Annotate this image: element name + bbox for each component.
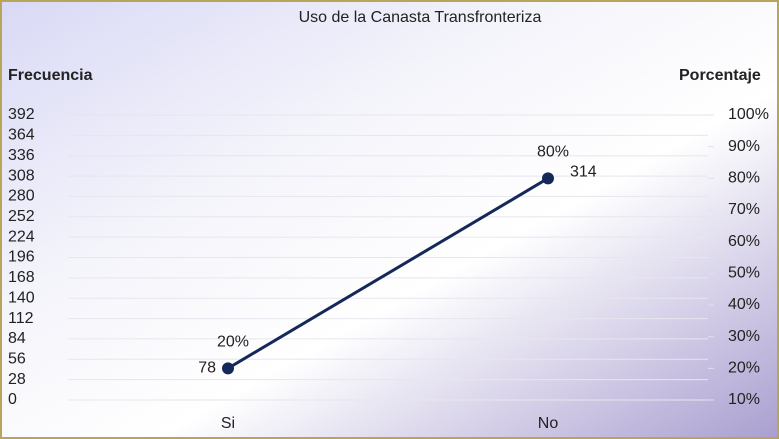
y-tick-label: 364 bbox=[8, 127, 35, 144]
y-axis-label: Frecuencia bbox=[8, 67, 93, 84]
y2-tick-label: 100% bbox=[728, 106, 769, 123]
y2-axis-label: Porcentaje bbox=[679, 67, 761, 84]
y2-tick-label: 70% bbox=[728, 201, 760, 218]
value-label: 20% bbox=[217, 334, 249, 351]
y-tick-label: 280 bbox=[8, 188, 35, 205]
y-tick-label: 0 bbox=[8, 391, 17, 408]
y-tick-label: 140 bbox=[8, 289, 35, 306]
y2-tick-label: 10% bbox=[728, 391, 760, 408]
y2-tick-label: 60% bbox=[728, 233, 760, 250]
y-tick-label: 168 bbox=[8, 269, 35, 286]
y-tick-label: 56 bbox=[8, 351, 26, 368]
x-tick-label: Si bbox=[221, 415, 235, 432]
point bbox=[542, 172, 554, 185]
point bbox=[222, 362, 234, 375]
x-tick-label: No bbox=[538, 415, 559, 432]
y-tick-label: 196 bbox=[8, 249, 35, 266]
y-tick-label: 336 bbox=[8, 147, 35, 164]
line bbox=[227, 177, 549, 370]
y2-tick-label: 50% bbox=[728, 265, 760, 282]
frequency-label: 314 bbox=[570, 164, 597, 181]
y2-tick-label: 90% bbox=[728, 138, 760, 155]
y-tick-label: 84 bbox=[8, 330, 26, 347]
y-tick-label: 252 bbox=[8, 208, 35, 225]
y2-tick-label: 30% bbox=[728, 328, 760, 345]
y2-tick-label: 80% bbox=[728, 170, 760, 187]
y-tick-label: 112 bbox=[8, 310, 34, 327]
y-tick-label: 28 bbox=[8, 371, 26, 388]
frequency-label: 78 bbox=[198, 360, 216, 377]
y2-tick-label: 20% bbox=[728, 360, 760, 377]
y-tick-label: 308 bbox=[8, 167, 35, 184]
y-tick-label: 224 bbox=[8, 228, 35, 245]
y-tick-label: 392 bbox=[8, 106, 35, 123]
value-label: 80% bbox=[537, 144, 569, 161]
chart-title: Uso de la Canasta Transfronteriza bbox=[299, 9, 542, 26]
y2-tick-label: 40% bbox=[728, 296, 760, 313]
